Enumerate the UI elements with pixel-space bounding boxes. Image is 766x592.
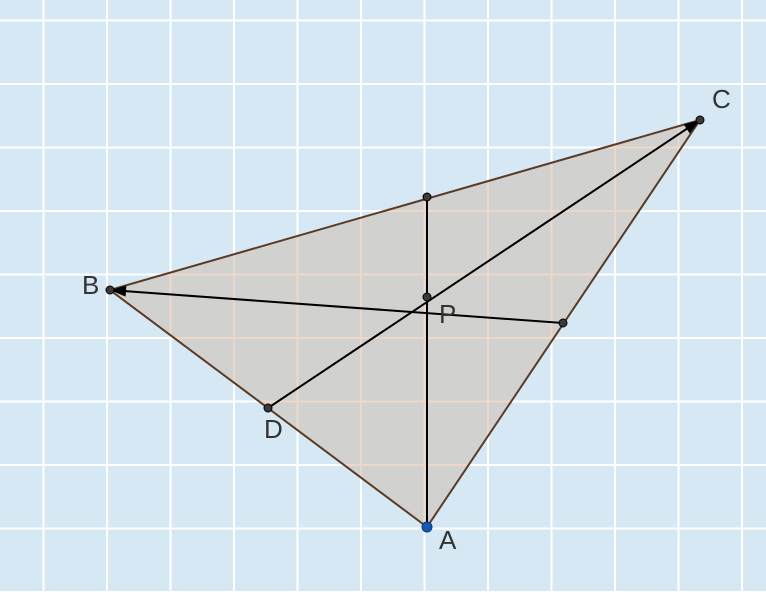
point-m_ac <box>559 319 567 327</box>
label-d: D <box>264 414 283 444</box>
point-a <box>422 522 432 532</box>
point-p <box>423 293 431 301</box>
point-b <box>106 286 114 294</box>
label-p: P <box>439 299 456 329</box>
point-m_bc <box>423 193 431 201</box>
label-c: C <box>712 84 731 114</box>
geometry-canvas: A B C D P <box>0 0 766 592</box>
point-c <box>696 116 704 124</box>
label-a: A <box>439 525 457 555</box>
label-b: B <box>82 270 99 300</box>
point-d <box>264 404 272 412</box>
